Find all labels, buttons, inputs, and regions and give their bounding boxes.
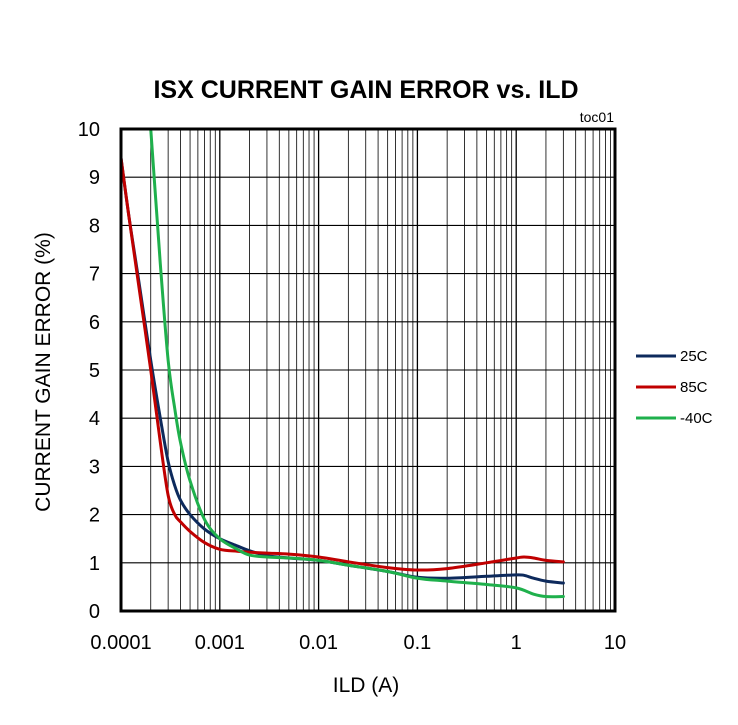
y-tick-label: 4 xyxy=(89,408,100,430)
series-line-85C xyxy=(119,156,565,572)
legend: 25C 85C -40C xyxy=(636,348,713,427)
series-layer xyxy=(119,127,565,599)
series-line--40C xyxy=(149,127,565,599)
x-tick-label: 1 xyxy=(511,632,522,654)
y-tick-label: 7 xyxy=(89,264,100,286)
legend-label: 85C xyxy=(680,379,708,396)
x-tick-label: 0.1 xyxy=(403,632,431,654)
x-axis-ticks: 0.0001 0.001 0.01 0.1 1 10 xyxy=(90,632,626,654)
major-gridlines xyxy=(120,128,616,612)
x-tick-label: 10 xyxy=(604,632,626,654)
legend-item: 25C xyxy=(636,348,708,365)
x-tick-label: 0.0001 xyxy=(90,632,151,654)
legend-item: 85C xyxy=(636,379,708,396)
y-tick-label: 6 xyxy=(89,312,100,334)
y-tick-label: 0 xyxy=(89,601,100,623)
y-tick-label: 10 xyxy=(78,119,100,141)
plot-frame xyxy=(119,127,617,613)
y-tick-label: 9 xyxy=(89,167,100,189)
x-tick-label: 0.001 xyxy=(195,632,245,654)
legend-item: -40C xyxy=(636,410,713,427)
chart-title: ISX CURRENT GAIN ERROR vs. ILD xyxy=(153,76,578,104)
y-axis-label: CURRENT GAIN ERROR (%) xyxy=(32,232,55,512)
x-tick-label: 0.01 xyxy=(299,632,338,654)
y-tick-label: 1 xyxy=(89,553,100,575)
x-axis-label: ILD (A) xyxy=(333,674,400,697)
legend-label: 25C xyxy=(680,348,708,365)
y-axis-ticks: 0 1 2 3 4 5 6 7 8 9 10 xyxy=(78,119,100,623)
y-tick-label: 8 xyxy=(89,215,100,237)
y-tick-label: 3 xyxy=(89,456,100,478)
legend-label: -40C xyxy=(680,410,713,427)
y-tick-label: 2 xyxy=(89,505,100,527)
y-tick-label: 5 xyxy=(89,360,100,382)
chart-annotation: toc01 xyxy=(580,109,614,125)
